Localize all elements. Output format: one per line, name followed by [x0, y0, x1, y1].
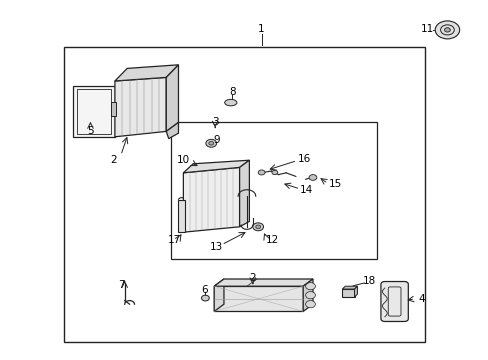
- Polygon shape: [183, 167, 239, 232]
- Text: 16: 16: [297, 154, 311, 164]
- Circle shape: [305, 292, 315, 299]
- Text: 12: 12: [265, 235, 279, 245]
- Bar: [111, 102, 116, 116]
- Polygon shape: [239, 160, 249, 227]
- Circle shape: [305, 301, 315, 308]
- Circle shape: [271, 170, 277, 175]
- Text: 5: 5: [87, 126, 94, 136]
- Polygon shape: [214, 286, 303, 311]
- Polygon shape: [342, 286, 357, 289]
- Circle shape: [305, 283, 315, 290]
- Bar: [73, 86, 115, 137]
- Circle shape: [258, 170, 264, 175]
- Text: 10: 10: [177, 155, 189, 165]
- Text: 11: 11: [420, 24, 434, 34]
- Text: 3: 3: [211, 117, 218, 127]
- Circle shape: [208, 141, 213, 145]
- Circle shape: [201, 295, 209, 301]
- Text: 1: 1: [258, 24, 264, 34]
- Polygon shape: [166, 65, 178, 131]
- Bar: [178, 200, 185, 232]
- Text: 9: 9: [213, 135, 220, 145]
- Text: 15: 15: [327, 179, 341, 189]
- Text: 2: 2: [110, 155, 117, 165]
- Text: 8: 8: [228, 87, 235, 97]
- Polygon shape: [115, 65, 178, 81]
- Polygon shape: [214, 279, 224, 311]
- Bar: [63, 47, 425, 342]
- Bar: [171, 122, 376, 259]
- Text: 4: 4: [417, 294, 424, 304]
- Circle shape: [308, 175, 316, 180]
- Polygon shape: [115, 77, 166, 137]
- Text: 13: 13: [209, 242, 223, 252]
- Text: 7: 7: [118, 280, 124, 291]
- Bar: [342, 289, 354, 297]
- Circle shape: [444, 28, 449, 32]
- Circle shape: [205, 139, 216, 147]
- Circle shape: [252, 223, 263, 231]
- Text: 6: 6: [201, 285, 207, 295]
- Circle shape: [255, 225, 260, 229]
- Polygon shape: [354, 286, 357, 297]
- Text: 18: 18: [362, 276, 375, 286]
- Ellipse shape: [224, 99, 236, 106]
- Polygon shape: [303, 279, 312, 311]
- Bar: [77, 89, 111, 134]
- Text: 2: 2: [249, 273, 256, 283]
- Polygon shape: [214, 279, 312, 286]
- Text: 17: 17: [167, 235, 181, 246]
- Circle shape: [434, 21, 459, 39]
- FancyBboxPatch shape: [380, 282, 407, 321]
- Polygon shape: [166, 122, 178, 139]
- Text: 14: 14: [299, 185, 313, 195]
- Polygon shape: [183, 160, 249, 173]
